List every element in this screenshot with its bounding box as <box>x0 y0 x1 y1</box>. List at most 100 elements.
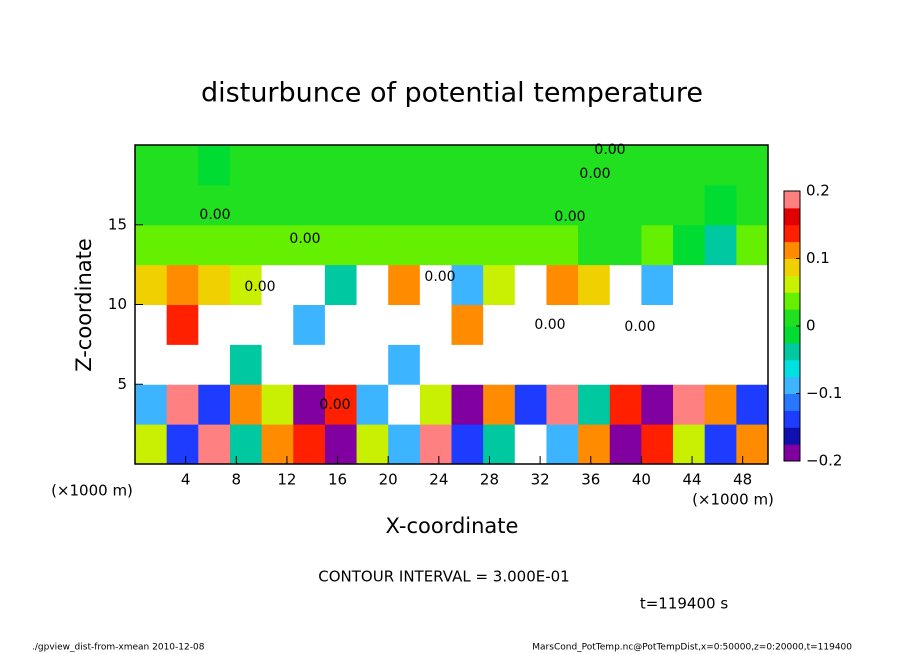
cell <box>261 145 294 186</box>
cell <box>293 184 326 226</box>
cell <box>135 184 168 226</box>
cell <box>483 344 516 385</box>
cell <box>388 304 421 345</box>
cell <box>356 145 389 186</box>
time-label: t=119400 s <box>640 595 728 613</box>
cell <box>578 384 611 425</box>
colorbar-swatch <box>784 427 800 445</box>
colorbar-swatch <box>784 191 800 209</box>
cell <box>546 424 579 465</box>
cell <box>388 184 421 226</box>
contour-label: 0.00 <box>319 397 350 413</box>
cell <box>419 304 452 345</box>
cell <box>229 224 263 266</box>
cell <box>324 264 358 305</box>
cell <box>324 384 358 425</box>
cell <box>166 344 199 385</box>
cell <box>229 145 263 186</box>
cell <box>324 184 358 226</box>
cell <box>483 264 516 305</box>
cell <box>609 145 642 186</box>
x-tick-label: 16 <box>328 471 347 489</box>
cell <box>388 344 421 385</box>
contour-interval: CONTOUR INTERVAL = 3.000E-01 <box>318 568 569 586</box>
contour-label: 0.00 <box>199 207 230 223</box>
cell <box>324 344 358 385</box>
cell <box>704 145 737 186</box>
cell <box>546 304 579 345</box>
cell <box>293 224 326 266</box>
colorbar-swatch <box>784 342 800 361</box>
y-tick-label: 5 <box>117 375 127 393</box>
footer-left: ./gpview_dist-from-xmean 2010-12-08 <box>32 643 205 653</box>
x-tick-label: 48 <box>733 471 752 489</box>
cell <box>673 224 706 266</box>
cell <box>641 304 674 345</box>
colorbar-swatch <box>784 258 800 276</box>
cell <box>135 424 168 465</box>
y-axis-label: Z-coordinate <box>72 238 96 372</box>
cell <box>546 344 579 385</box>
cell <box>483 304 516 345</box>
cell <box>293 304 326 345</box>
cell <box>736 304 769 345</box>
cell <box>419 424 452 465</box>
cell <box>673 384 706 425</box>
cell <box>578 145 611 186</box>
footer-right: MarsCond_PotTemp.nc@PotTempDist,x=0:5000… <box>532 643 852 653</box>
cell <box>356 224 389 266</box>
cell <box>356 264 389 305</box>
cell <box>261 424 294 465</box>
cell <box>609 224 642 266</box>
y-tick-label: 15 <box>108 215 127 233</box>
cell <box>261 264 294 305</box>
cell <box>736 145 769 186</box>
cell <box>546 224 579 266</box>
cell <box>293 424 326 465</box>
cell <box>673 424 706 465</box>
cell <box>166 264 199 305</box>
x-tick-label: 32 <box>531 471 550 489</box>
cell <box>736 344 769 385</box>
cell <box>514 184 547 226</box>
contour-label: 0.00 <box>554 209 585 225</box>
cell <box>736 264 769 305</box>
cell <box>135 384 168 425</box>
cell <box>324 304 358 345</box>
cell <box>388 424 421 465</box>
cell <box>419 344 452 385</box>
cell <box>483 224 516 266</box>
colorbar-swatch <box>784 309 800 327</box>
cell <box>546 184 579 226</box>
cell <box>704 424 737 465</box>
cell <box>166 424 199 465</box>
contour-label: 0.00 <box>289 231 320 247</box>
colorbar-swatch <box>784 224 800 243</box>
cell <box>388 384 421 425</box>
cell <box>609 344 642 385</box>
colorbar-swatch <box>784 444 800 462</box>
cell <box>483 384 516 425</box>
cell <box>198 384 231 425</box>
cell <box>546 384 579 425</box>
cell <box>578 424 611 465</box>
cell <box>514 224 547 266</box>
cell <box>451 344 484 385</box>
cell <box>704 224 737 266</box>
contour-label: 0.00 <box>624 319 655 335</box>
cell <box>229 384 263 425</box>
contour-label: 0.00 <box>579 166 610 182</box>
cell <box>704 264 737 305</box>
cell <box>736 424 769 465</box>
cell <box>356 424 389 465</box>
cell <box>514 304 547 345</box>
colorbar-swatch <box>784 241 800 259</box>
cell <box>514 424 547 465</box>
cell <box>609 264 642 305</box>
cell <box>546 264 579 305</box>
cell <box>641 344 674 385</box>
cell <box>451 384 484 425</box>
cell <box>704 384 737 425</box>
colorbar-swatch <box>784 393 800 411</box>
